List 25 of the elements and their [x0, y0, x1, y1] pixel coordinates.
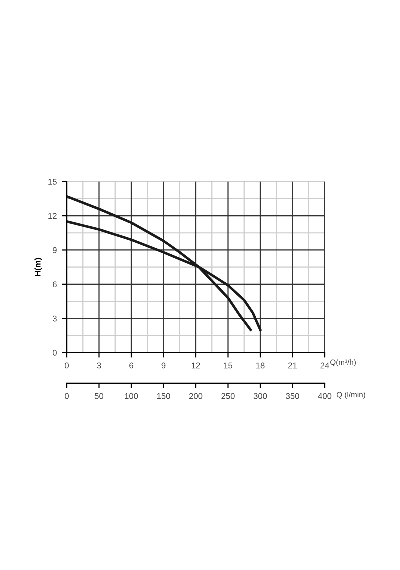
y-tick-label: 0	[52, 350, 57, 356]
x2-tick-label: 0	[65, 393, 69, 400]
y-tick-label: 6	[53, 282, 57, 288]
x2-tick-label: 400	[318, 393, 332, 400]
x-tick-label: 24	[320, 362, 330, 369]
x-tick-label: 0	[65, 362, 69, 369]
y-tick-label: 15	[48, 179, 57, 185]
x2-tick-label: 350	[286, 393, 300, 400]
x2-tick-label: 150	[157, 393, 170, 400]
x2-tick-label: 50	[94, 393, 104, 400]
y-tick-label: 12	[48, 213, 57, 220]
y-tick-label: 9	[53, 247, 57, 254]
x2-tick-label: 300	[254, 393, 268, 400]
x2-tick-label: 200	[189, 393, 203, 400]
x2-tick-label: 250	[222, 393, 235, 400]
x-tick-label: 9	[162, 362, 166, 369]
x-tick-label: 18	[256, 362, 265, 369]
x-tick-label: 3	[97, 362, 102, 369]
x-tick-label: 12	[192, 362, 200, 369]
y-axis-title: H(m)	[34, 258, 42, 276]
x-tick-label: 21	[288, 362, 297, 369]
x2-tick-label: 100	[125, 393, 138, 400]
x-tick-label: 6	[130, 362, 134, 369]
y-tick-label: 3	[52, 316, 57, 322]
x-tick-label: 15	[224, 362, 233, 369]
